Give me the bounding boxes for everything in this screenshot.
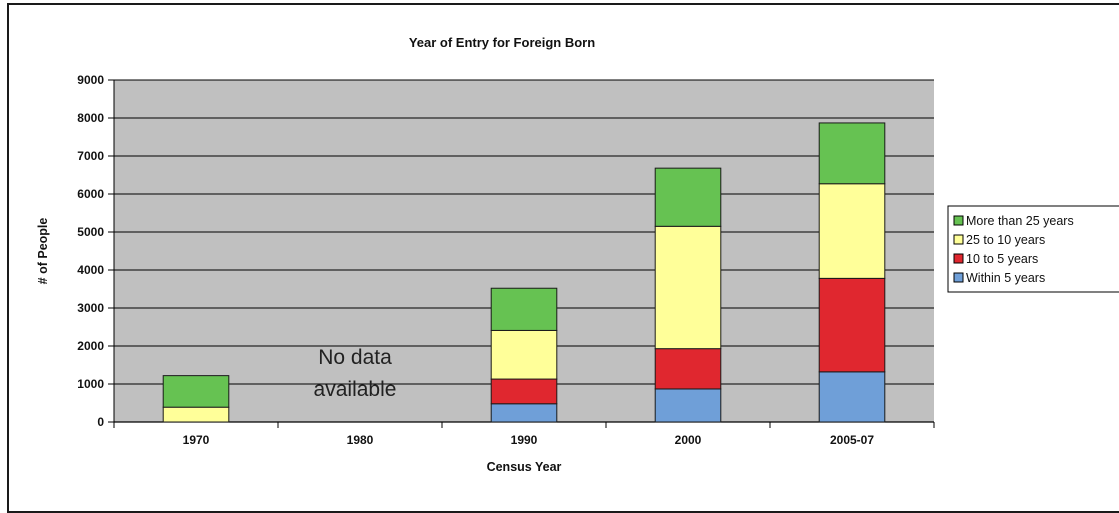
annotations: No data available [314,346,397,401]
bar-1990-10-to-5-years [490,378,558,405]
legend-label-25-to-10-years: 25 to 10 years [966,233,1045,247]
y-tick-label-2000: 2000 [77,339,104,353]
y-tick-label-9000: 9000 [77,73,104,87]
stacked-bar-chart: 0 1000 2000 3000 4000 5000 6000 7000 8000 9000 19… [36,35,1119,474]
bars [162,122,886,423]
bar-1990-within-5-years [490,403,558,423]
chart-title: Year of Entry for Foreign Born [409,35,595,50]
bar-2005-07-more-than-25-years [818,122,886,185]
annotation-line-1: available [314,378,397,401]
x-axis-label: Census Year [487,460,562,474]
x-tick-label-1990: 1990 [511,433,538,447]
legend-label-more-than-25-years: More than 25 years [966,214,1074,228]
bar-2000-10-to-5-years [654,348,722,390]
bar-2000-within-5-years [654,388,722,423]
y-tick-label-0: 0 [97,415,104,429]
x-tick-label-1980: 1980 [347,433,374,447]
bar-2005-07-10-to-5-years [818,277,886,373]
bar-2000-more-than-25-years [654,167,722,227]
legend-label-10-to-5-years: 10 to 5 years [966,252,1038,266]
x-axis-ticks: 1970 1980 1990 2000 2005-07 [113,421,935,447]
y-tick-label-8000: 8000 [77,111,104,125]
legend-swatch-25-to-10-years [953,234,964,245]
bar-1990-more-than-25-years [490,287,558,331]
y-tick-label-1000: 1000 [77,377,104,391]
x-tick-label-2005-07: 2005-07 [830,433,874,447]
y-axis-ticks: 0 1000 2000 3000 4000 5000 6000 7000 8000 9000 [77,73,115,429]
legend-label-within-5-years: Within 5 years [966,271,1045,285]
legend-swatch-more-than-25-years [953,215,964,226]
y-axis-label: # of People [36,218,50,285]
legend-swatch-within-5-years [953,272,964,283]
bar-2000-25-to-10-years [654,225,722,350]
legend-box [947,205,1119,293]
x-tick-label-1970: 1970 [183,433,210,447]
annotation-line-0: No data [318,346,392,369]
legend: More than 25 years 25 to 10 years 10 to 5 … [947,205,1119,293]
x-tick-label-2000: 2000 [675,433,702,447]
y-tick-label-7000: 7000 [77,149,104,163]
bar-2005-07-within-5-years [818,371,886,423]
y-tick-label-5000: 5000 [77,225,104,239]
legend-swatch-10-to-5-years [953,253,964,264]
y-tick-label-6000: 6000 [77,187,104,201]
bar-2005-07-25-to-10-years [818,183,886,279]
y-tick-label-4000: 4000 [77,263,104,277]
bar-1990-25-to-10-years [490,329,558,380]
bar-1970-25-to-10-years [162,406,230,423]
bar-1970-more-than-25-years [162,375,230,408]
y-tick-label-3000: 3000 [77,301,104,315]
